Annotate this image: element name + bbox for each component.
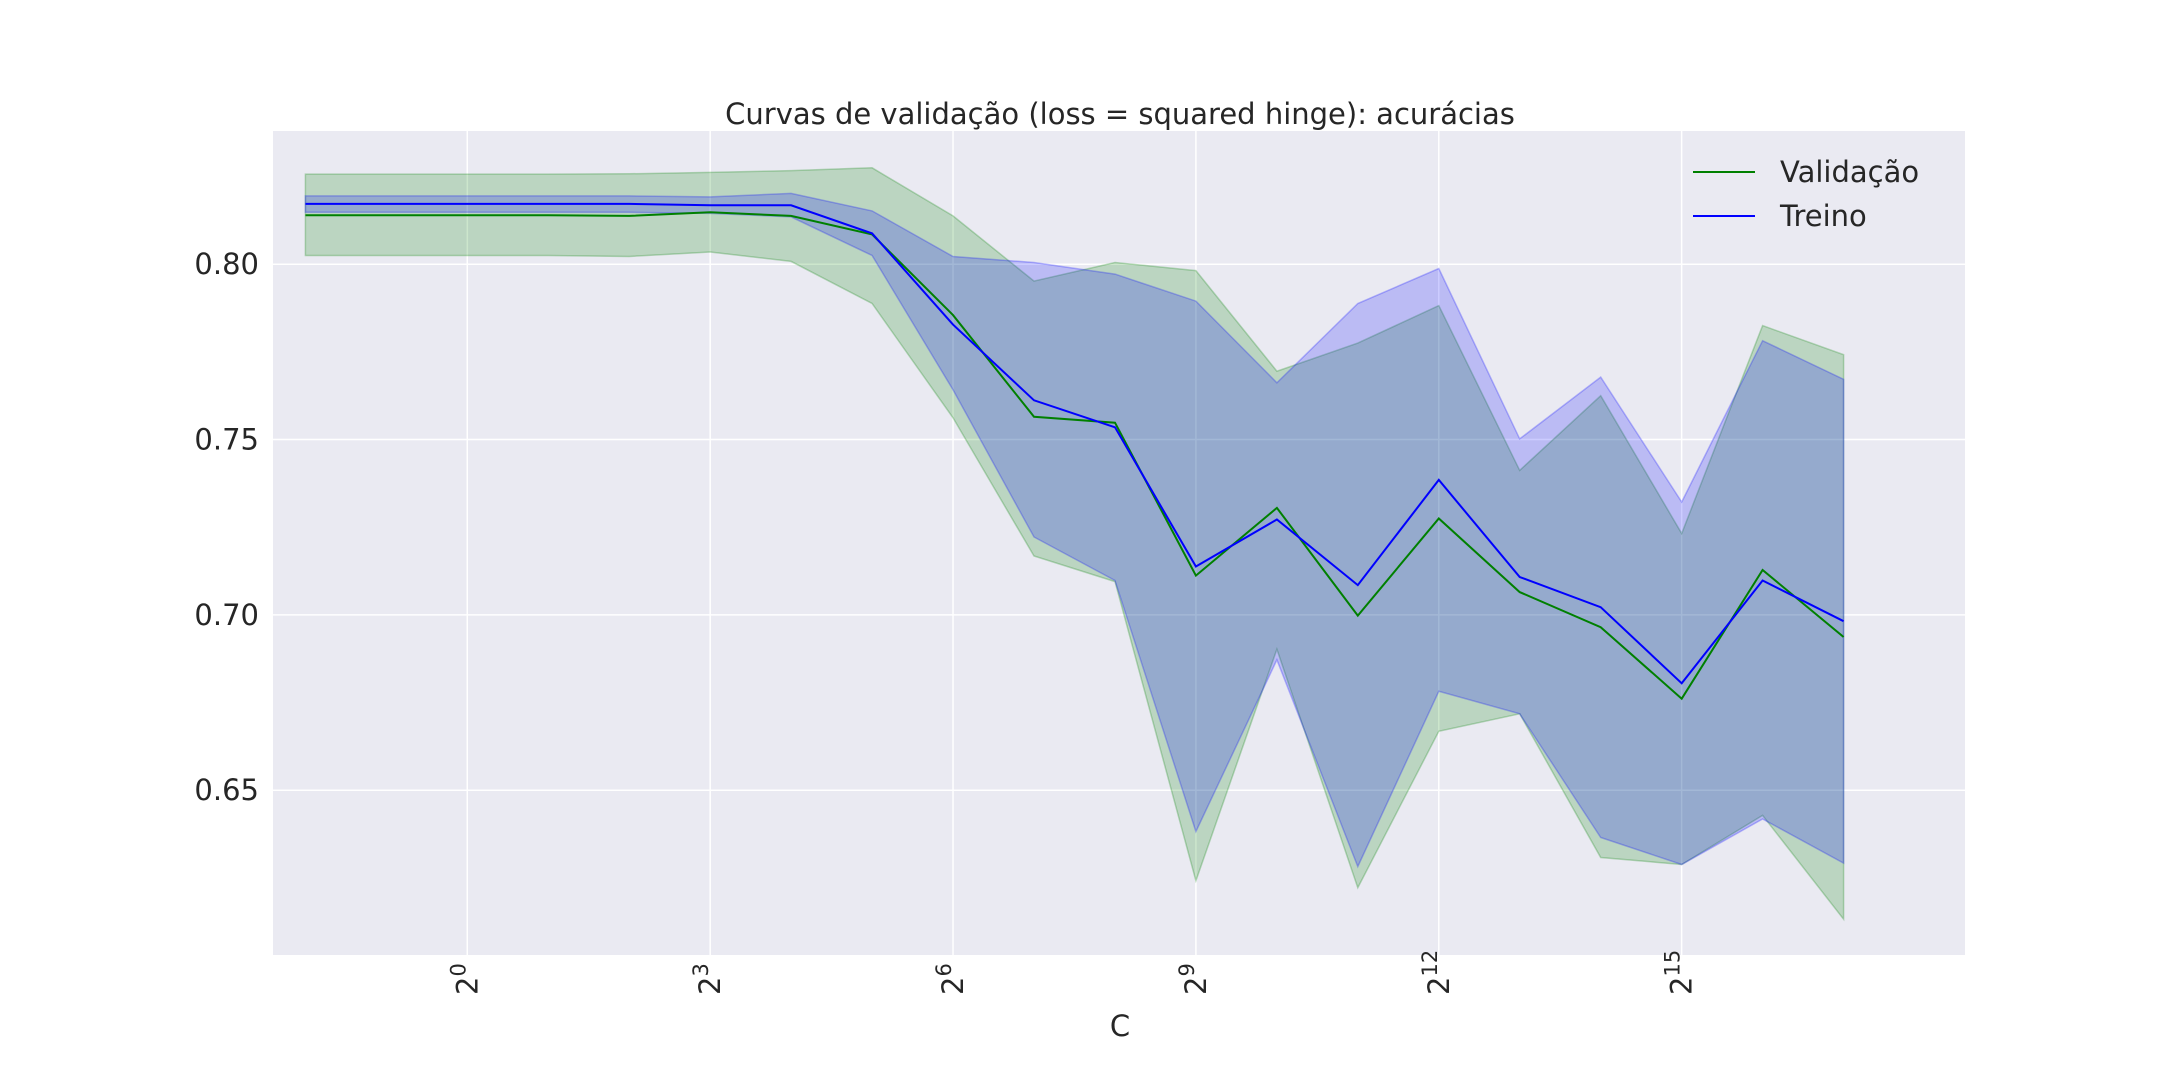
x-tick-base: 2 bbox=[1422, 977, 1456, 995]
chart-title: Curvas de validação (loss = squared hing… bbox=[725, 97, 1515, 131]
x-tick-exponent: 6 bbox=[932, 963, 956, 976]
x-tick-base: 2 bbox=[1179, 977, 1213, 995]
x-tick-base: 2 bbox=[1665, 977, 1699, 995]
svg-text:20: 20 bbox=[446, 963, 484, 995]
y-tick-label: 0.80 bbox=[194, 247, 259, 281]
x-tick-exponent: 15 bbox=[1661, 950, 1685, 977]
band-validação bbox=[304, 167, 1845, 922]
line-validação bbox=[305, 211, 1845, 701]
line-treino bbox=[305, 202, 1845, 685]
x-tick-exponent: 12 bbox=[1418, 950, 1442, 977]
legend: Validação Treino bbox=[1693, 155, 1919, 233]
x-tick-exponent: 0 bbox=[446, 963, 470, 976]
svg-text:26: 26 bbox=[932, 963, 970, 995]
x-axis-label: C bbox=[1110, 1009, 1130, 1043]
x-tick-base: 2 bbox=[693, 977, 727, 995]
legend-label: Treino bbox=[1779, 199, 1867, 233]
band-treino bbox=[304, 192, 1845, 869]
svg-text:29: 29 bbox=[1175, 963, 1213, 995]
series-lines bbox=[305, 202, 1845, 701]
y-tick-label: 0.75 bbox=[194, 423, 259, 457]
x-tick-base: 2 bbox=[936, 977, 970, 995]
svg-text:215: 215 bbox=[1661, 950, 1699, 995]
x-tick-label: 212 bbox=[1418, 950, 1456, 995]
x-gridlines bbox=[466, 131, 1683, 955]
x-tick-exponent: 3 bbox=[689, 963, 713, 976]
y-tick-label: 0.70 bbox=[194, 598, 259, 632]
plot-area bbox=[273, 131, 1965, 955]
svg-text:23: 23 bbox=[689, 963, 727, 995]
x-tick-exponent: 9 bbox=[1175, 963, 1199, 976]
x-tick-label: 26 bbox=[932, 963, 970, 995]
confidence-bands bbox=[304, 167, 1845, 922]
y-gridlines bbox=[273, 263, 1965, 791]
x-tick-label: 20 bbox=[446, 963, 484, 995]
y-tick-label: 0.65 bbox=[194, 773, 259, 807]
y-tick-labels: 0.65 0.70 0.75 0.80 bbox=[194, 247, 259, 807]
legend-label: Validação bbox=[1780, 155, 1919, 189]
x-tick-label: 23 bbox=[689, 963, 727, 995]
x-tick-label: 29 bbox=[1175, 963, 1213, 995]
x-tick-label: 215 bbox=[1661, 950, 1699, 995]
svg-text:212: 212 bbox=[1418, 950, 1456, 995]
x-tick-base: 2 bbox=[450, 977, 484, 995]
